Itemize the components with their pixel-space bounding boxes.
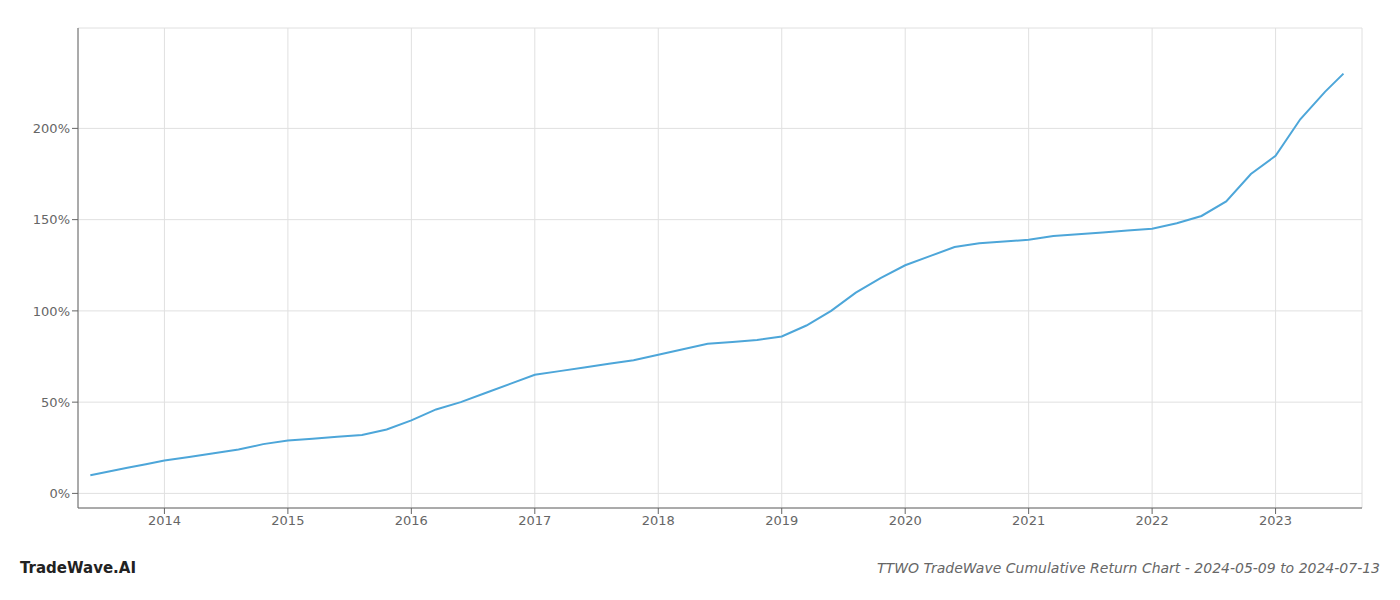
svg-text:50%: 50% xyxy=(41,395,70,410)
svg-text:2019: 2019 xyxy=(765,513,798,528)
svg-text:2015: 2015 xyxy=(271,513,304,528)
svg-text:150%: 150% xyxy=(33,212,70,227)
html-text:TradeWave.AI: TradeWave.AI xyxy=(20,559,136,577)
svg-text:100%: 100% xyxy=(33,304,70,319)
svg-text:2021: 2021 xyxy=(1012,513,1045,528)
svg-text:2016: 2016 xyxy=(395,513,428,528)
svg-text:2022: 2022 xyxy=(1136,513,1169,528)
svg-text:2020: 2020 xyxy=(889,513,922,528)
svg-text:0%: 0% xyxy=(49,486,70,501)
html-text:TTWO TradeWave Cumulative Retu: TTWO TradeWave Cumulative Return Chart -… xyxy=(877,560,1380,576)
svg-text:2017: 2017 xyxy=(518,513,551,528)
svg-text:2018: 2018 xyxy=(642,513,675,528)
svg-text:200%: 200% xyxy=(33,121,70,136)
svg-text:2023: 2023 xyxy=(1259,513,1292,528)
svg-text:2014: 2014 xyxy=(148,513,181,528)
